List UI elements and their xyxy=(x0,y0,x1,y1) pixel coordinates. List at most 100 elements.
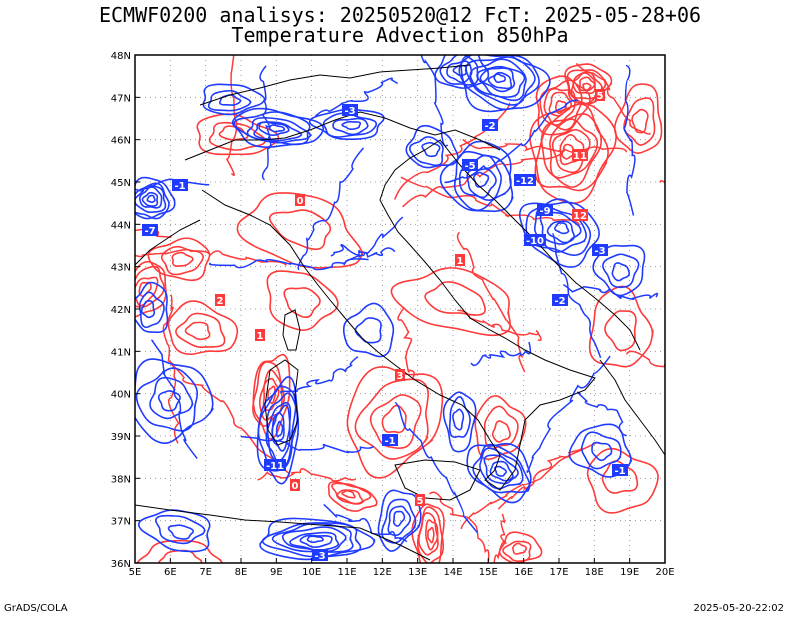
contour-label-box xyxy=(524,234,546,246)
footer-credit: GrADS/COLA xyxy=(4,603,68,614)
contour-label-box xyxy=(342,104,358,116)
negative-advection-contour xyxy=(271,404,291,452)
positive-advection-contour xyxy=(548,91,573,117)
contour-label: -2 xyxy=(554,296,565,307)
lat-tick-label: 46N xyxy=(111,136,131,147)
lon-tick-label: 5E xyxy=(129,567,142,578)
negative-advection-contour xyxy=(233,111,311,146)
positive-advection-contour xyxy=(262,377,280,412)
negative-advection-contour xyxy=(138,291,165,329)
negative-advection-contour xyxy=(342,302,395,358)
positive-advection-contour xyxy=(659,179,665,184)
positive-advection-contour xyxy=(427,526,435,544)
positive-advection-contour xyxy=(586,447,659,514)
negative-advection-contour xyxy=(208,258,369,271)
negative-advection-contour xyxy=(392,510,406,527)
contour-labels: 0-11-3-5-9-10-11-1211123-25-72-11-1-30-2… xyxy=(142,89,628,562)
negative-advection-contour xyxy=(135,182,170,220)
contour-label: -3 xyxy=(314,551,325,562)
positive-advection-contour xyxy=(535,75,591,136)
negative-advection-contour xyxy=(332,117,369,136)
positive-advection-contour xyxy=(483,405,519,450)
positive-advection-contour xyxy=(456,231,526,373)
positive-advection-contour xyxy=(196,113,280,156)
contour-label-box xyxy=(264,459,286,471)
negative-advection-contour xyxy=(207,89,252,112)
contour-label-box xyxy=(415,494,425,506)
positive-advection-contour xyxy=(539,79,583,131)
lon-tick-label: 16E xyxy=(514,567,533,578)
contour-label: 5 xyxy=(597,91,604,102)
lon-tick-label: 19E xyxy=(620,567,639,578)
positive-advection-contour xyxy=(460,442,597,530)
positive-advection-contour xyxy=(534,103,609,192)
negative-advection-contour xyxy=(259,517,376,561)
coastline-segment xyxy=(135,504,431,561)
coastlines-borders xyxy=(135,64,665,561)
negative-advection-contour xyxy=(448,396,472,438)
negative-advection-contour xyxy=(354,317,382,344)
contour-label: 1 xyxy=(457,256,464,267)
negative-advection-contour xyxy=(343,216,404,266)
positive-advection-contour xyxy=(267,385,277,405)
negative-advection-contour xyxy=(381,498,417,544)
positive-advection-contour xyxy=(631,108,649,134)
negative-advection-contour xyxy=(452,64,467,77)
lon-tick-label: 14E xyxy=(443,567,462,578)
contour-label: -1 xyxy=(614,466,625,477)
positive-advection-contour xyxy=(613,83,663,154)
negative-advection-contour xyxy=(439,55,479,86)
negative-advection-contour xyxy=(157,390,181,412)
lon-tick-label: 7E xyxy=(199,567,212,578)
negative-advection-contour xyxy=(576,391,627,437)
contour-label: -3 xyxy=(344,106,355,117)
negative-advection-contour xyxy=(405,124,460,169)
contour-label-box xyxy=(595,89,605,101)
positive-advection-contour xyxy=(158,549,203,563)
negative-advection-contour xyxy=(526,355,611,473)
negative-advection-contour xyxy=(135,367,199,432)
positive-advection-contours xyxy=(135,55,665,563)
positive-advection-contour xyxy=(604,310,637,352)
positive-advection-contour xyxy=(171,364,290,475)
coastline-segment xyxy=(439,139,641,351)
negative-advection-contour xyxy=(322,112,378,138)
positive-advection-contour xyxy=(575,62,651,135)
negative-advection-contour xyxy=(299,534,333,548)
contour-label-box xyxy=(142,224,158,236)
positive-advection-contour xyxy=(327,481,378,512)
contour-label: 0 xyxy=(292,481,299,492)
lat-tick-label: 43N xyxy=(111,263,131,274)
positive-advection-contour xyxy=(554,100,567,115)
map-title: ECMWF0200 analisys: 20250520@12 FcT: 202… xyxy=(98,3,702,27)
contour-label-box xyxy=(382,434,398,446)
negative-advection-contour xyxy=(279,356,359,394)
coastline-segment xyxy=(394,459,481,501)
lat-tick-label: 45N xyxy=(111,178,131,189)
lat-tick-label: 38N xyxy=(111,474,131,485)
contour-label-box xyxy=(572,149,588,161)
positive-advection-contour xyxy=(147,237,211,282)
negative-advection-contour xyxy=(387,505,412,537)
lon-tick-label: 6E xyxy=(164,567,177,578)
positive-advection-contour xyxy=(416,506,445,563)
negative-advection-contour xyxy=(308,108,385,141)
positive-advection-contour xyxy=(135,260,167,318)
lat-tick-label: 39N xyxy=(111,432,131,443)
negative-advection-contour xyxy=(420,55,449,147)
negative-advection-contour xyxy=(539,211,582,245)
negative-advection-contour xyxy=(271,522,354,553)
lon-tick-label: 17E xyxy=(549,567,568,578)
negative-advection-contour xyxy=(306,535,324,544)
positive-advection-contour xyxy=(331,482,372,505)
contour-label-box xyxy=(255,329,265,341)
negative-advection-contour xyxy=(135,358,214,444)
positive-advection-contour xyxy=(566,69,607,105)
positive-advection-contour xyxy=(268,209,332,251)
contour-label: -1 xyxy=(174,181,185,192)
contour-label-box xyxy=(312,549,328,561)
positive-advection-contour xyxy=(369,394,422,449)
negative-advection-contour xyxy=(146,194,156,204)
negative-advection-contour xyxy=(135,176,176,220)
positive-advection-contour xyxy=(138,281,152,298)
